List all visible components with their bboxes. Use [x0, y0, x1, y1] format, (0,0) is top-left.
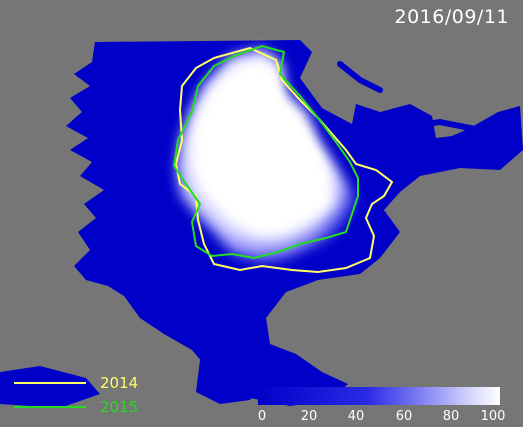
- legend-item-2015: 2015: [14, 397, 138, 417]
- colorbar-gradient: [258, 387, 500, 405]
- colorbar-tick-0: 0: [257, 409, 267, 424]
- legend-swatch-2015: [14, 406, 86, 408]
- hudson-bay: [196, 360, 262, 404]
- legend-label-2015: 2015: [100, 398, 139, 416]
- colorbar-tick-100: 100: [480, 409, 506, 424]
- date-label: 2016/09/11: [394, 6, 509, 28]
- colorbar-tick-40: 40: [347, 409, 365, 424]
- colorbar-tick-60: 60: [395, 409, 413, 424]
- colorbar-tick-20: 20: [300, 409, 318, 424]
- colorbar: [258, 387, 500, 405]
- legend-item-2014: 2014: [14, 373, 138, 393]
- colorbar-ticks: 0 20 40 60 80 100: [0, 409, 523, 427]
- legend: 2014 2015: [14, 371, 164, 419]
- archipelago-channels: [337, 61, 483, 173]
- sea-ice-core: [194, 62, 334, 236]
- legend-swatch-2014: [14, 382, 86, 384]
- contour-2015: [172, 44, 359, 260]
- bering-strait-water: [0, 366, 100, 408]
- legend-label-2014: 2014: [100, 374, 139, 392]
- colorbar-tick-80: 80: [442, 409, 460, 424]
